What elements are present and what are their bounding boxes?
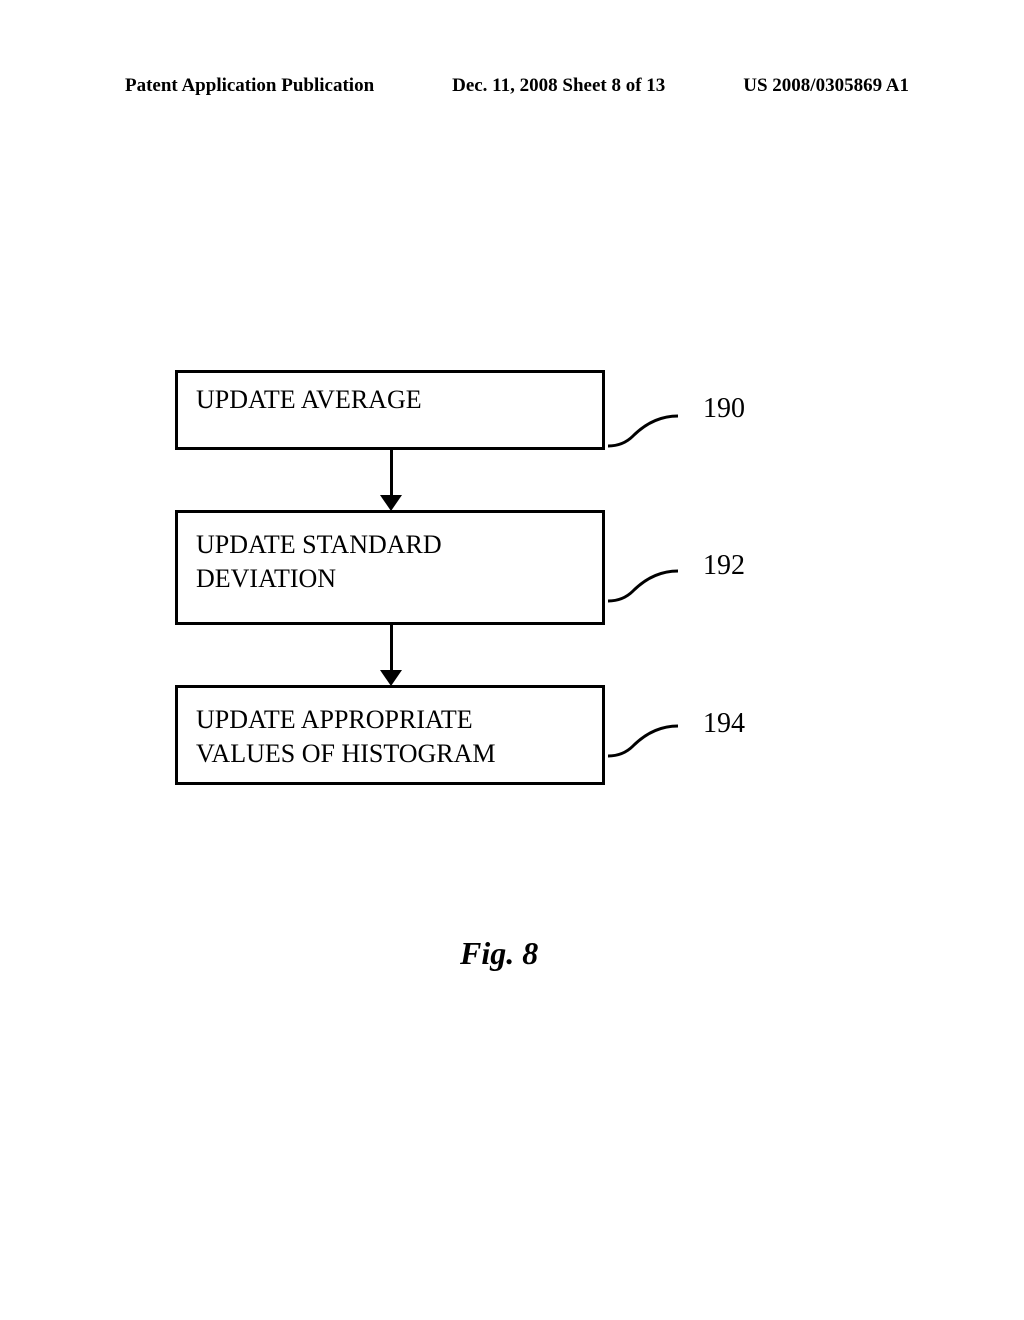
arrow-1-2 bbox=[175, 450, 605, 510]
flowchart-diagram: UPDATE AVERAGE 190 UPDATE STANDARD DEVIA… bbox=[175, 370, 775, 785]
header-right: US 2008/0305869 A1 bbox=[743, 75, 909, 97]
arrow-2-3 bbox=[175, 625, 605, 685]
flowchart-node-2: UPDATE STANDARD DEVIATION 192 bbox=[175, 510, 605, 625]
node-1-text: UPDATE AVERAGE bbox=[196, 385, 422, 415]
node-2-label: 192 bbox=[703, 548, 745, 584]
node-3-text-line1: UPDATE APPROPRIATE bbox=[196, 703, 584, 737]
flowchart-node-1: UPDATE AVERAGE 190 bbox=[175, 370, 605, 450]
label-connector-2 bbox=[608, 573, 688, 623]
node-2-text-line1: UPDATE STANDARD bbox=[196, 528, 584, 562]
header-left: Patent Application Publication bbox=[125, 75, 374, 97]
node-3-label: 194 bbox=[703, 706, 745, 742]
label-connector-3 bbox=[608, 728, 688, 778]
node-3-text-line2: VALUES OF HISTOGRAM bbox=[196, 737, 584, 771]
node-1-label: 190 bbox=[703, 393, 745, 425]
label-connector-1 bbox=[608, 418, 688, 468]
figure-label: Fig. 8 bbox=[460, 935, 538, 972]
node-2-text-line2: DEVIATION bbox=[196, 562, 584, 596]
header-center: Dec. 11, 2008 Sheet 8 of 13 bbox=[452, 75, 665, 97]
flowchart-node-3: UPDATE APPROPRIATE VALUES OF HISTOGRAM 1… bbox=[175, 685, 605, 785]
